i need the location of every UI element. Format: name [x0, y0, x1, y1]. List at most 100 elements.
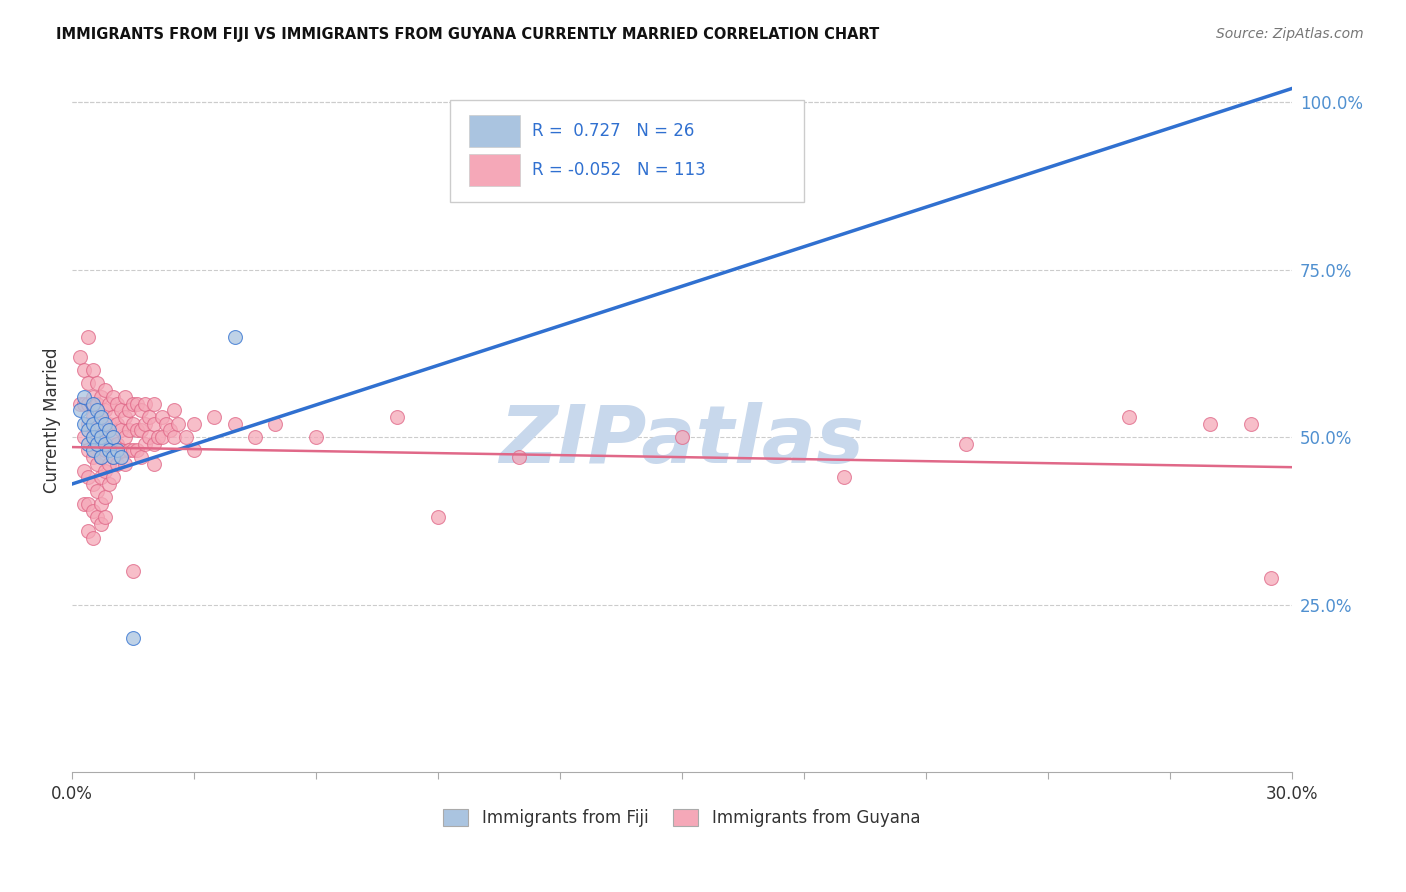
- Point: [138, 409, 160, 424]
- Point: [77, 409, 100, 424]
- Point: [82, 450, 104, 464]
- Point: [243, 430, 266, 444]
- Point: [69, 403, 91, 417]
- Point: [264, 417, 287, 431]
- Point: [93, 510, 115, 524]
- Point: [97, 477, 120, 491]
- Point: [77, 396, 100, 410]
- Point: [73, 396, 96, 410]
- Point: [93, 464, 115, 478]
- Point: [93, 383, 115, 397]
- Point: [174, 430, 197, 444]
- Legend: Immigrants from Fiji, Immigrants from Guyana: Immigrants from Fiji, Immigrants from Gu…: [437, 803, 927, 834]
- Point: [86, 403, 108, 417]
- Point: [134, 396, 156, 410]
- Point: [77, 524, 100, 538]
- Point: [93, 417, 115, 431]
- Point: [86, 436, 108, 450]
- Point: [101, 390, 124, 404]
- Point: [508, 450, 530, 464]
- Point: [77, 443, 100, 458]
- Point: [90, 409, 112, 424]
- Point: [97, 443, 120, 458]
- Point: [134, 436, 156, 450]
- Point: [101, 430, 124, 444]
- Point: [101, 470, 124, 484]
- Point: [163, 430, 186, 444]
- Text: R =  0.727   N = 26: R = 0.727 N = 26: [531, 122, 695, 140]
- Point: [183, 417, 205, 431]
- Point: [101, 450, 124, 464]
- Point: [86, 436, 108, 450]
- Point: [118, 423, 141, 437]
- Point: [138, 430, 160, 444]
- Point: [73, 390, 96, 404]
- Point: [142, 417, 165, 431]
- Point: [114, 409, 136, 424]
- Point: [110, 443, 132, 458]
- Point: [114, 390, 136, 404]
- Point: [90, 497, 112, 511]
- Point: [93, 436, 115, 450]
- Point: [101, 430, 124, 444]
- Point: [77, 470, 100, 484]
- Point: [122, 564, 145, 578]
- Text: IMMIGRANTS FROM FIJI VS IMMIGRANTS FROM GUYANA CURRENTLY MARRIED CORRELATION CHA: IMMIGRANTS FROM FIJI VS IMMIGRANTS FROM …: [56, 27, 880, 42]
- Point: [131, 403, 153, 417]
- Point: [73, 464, 96, 478]
- Point: [110, 450, 132, 464]
- Point: [82, 504, 104, 518]
- Point: [86, 483, 108, 498]
- Point: [86, 457, 108, 471]
- Point: [82, 363, 104, 377]
- Point: [90, 470, 112, 484]
- Point: [163, 403, 186, 417]
- Point: [105, 443, 128, 458]
- Point: [955, 436, 977, 450]
- Point: [110, 423, 132, 437]
- Point: [90, 409, 112, 424]
- Point: [1240, 417, 1263, 431]
- Point: [90, 390, 112, 404]
- Point: [131, 423, 153, 437]
- Point: [118, 443, 141, 458]
- Point: [77, 436, 100, 450]
- Point: [114, 457, 136, 471]
- Y-axis label: Currently Married: Currently Married: [44, 348, 60, 493]
- Point: [73, 417, 96, 431]
- Point: [82, 443, 104, 458]
- Point: [142, 457, 165, 471]
- Point: [82, 531, 104, 545]
- Point: [73, 363, 96, 377]
- Point: [150, 430, 173, 444]
- Point: [150, 409, 173, 424]
- Point: [183, 443, 205, 458]
- Point: [134, 417, 156, 431]
- Point: [82, 409, 104, 424]
- FancyBboxPatch shape: [468, 115, 520, 147]
- Text: ZIPatlas: ZIPatlas: [499, 402, 865, 481]
- Point: [224, 329, 246, 343]
- Point: [77, 329, 100, 343]
- Point: [77, 423, 100, 437]
- Point: [77, 497, 100, 511]
- Point: [97, 457, 120, 471]
- Point: [118, 403, 141, 417]
- Point: [86, 417, 108, 431]
- Point: [82, 430, 104, 444]
- Point: [105, 457, 128, 471]
- Point: [82, 430, 104, 444]
- Point: [131, 450, 153, 464]
- Point: [82, 390, 104, 404]
- Point: [90, 450, 112, 464]
- FancyBboxPatch shape: [450, 100, 804, 202]
- Point: [93, 423, 115, 437]
- Point: [105, 396, 128, 410]
- Point: [224, 417, 246, 431]
- Point: [122, 396, 145, 410]
- Point: [86, 396, 108, 410]
- Point: [387, 409, 409, 424]
- Point: [82, 396, 104, 410]
- Point: [73, 430, 96, 444]
- Point: [97, 396, 120, 410]
